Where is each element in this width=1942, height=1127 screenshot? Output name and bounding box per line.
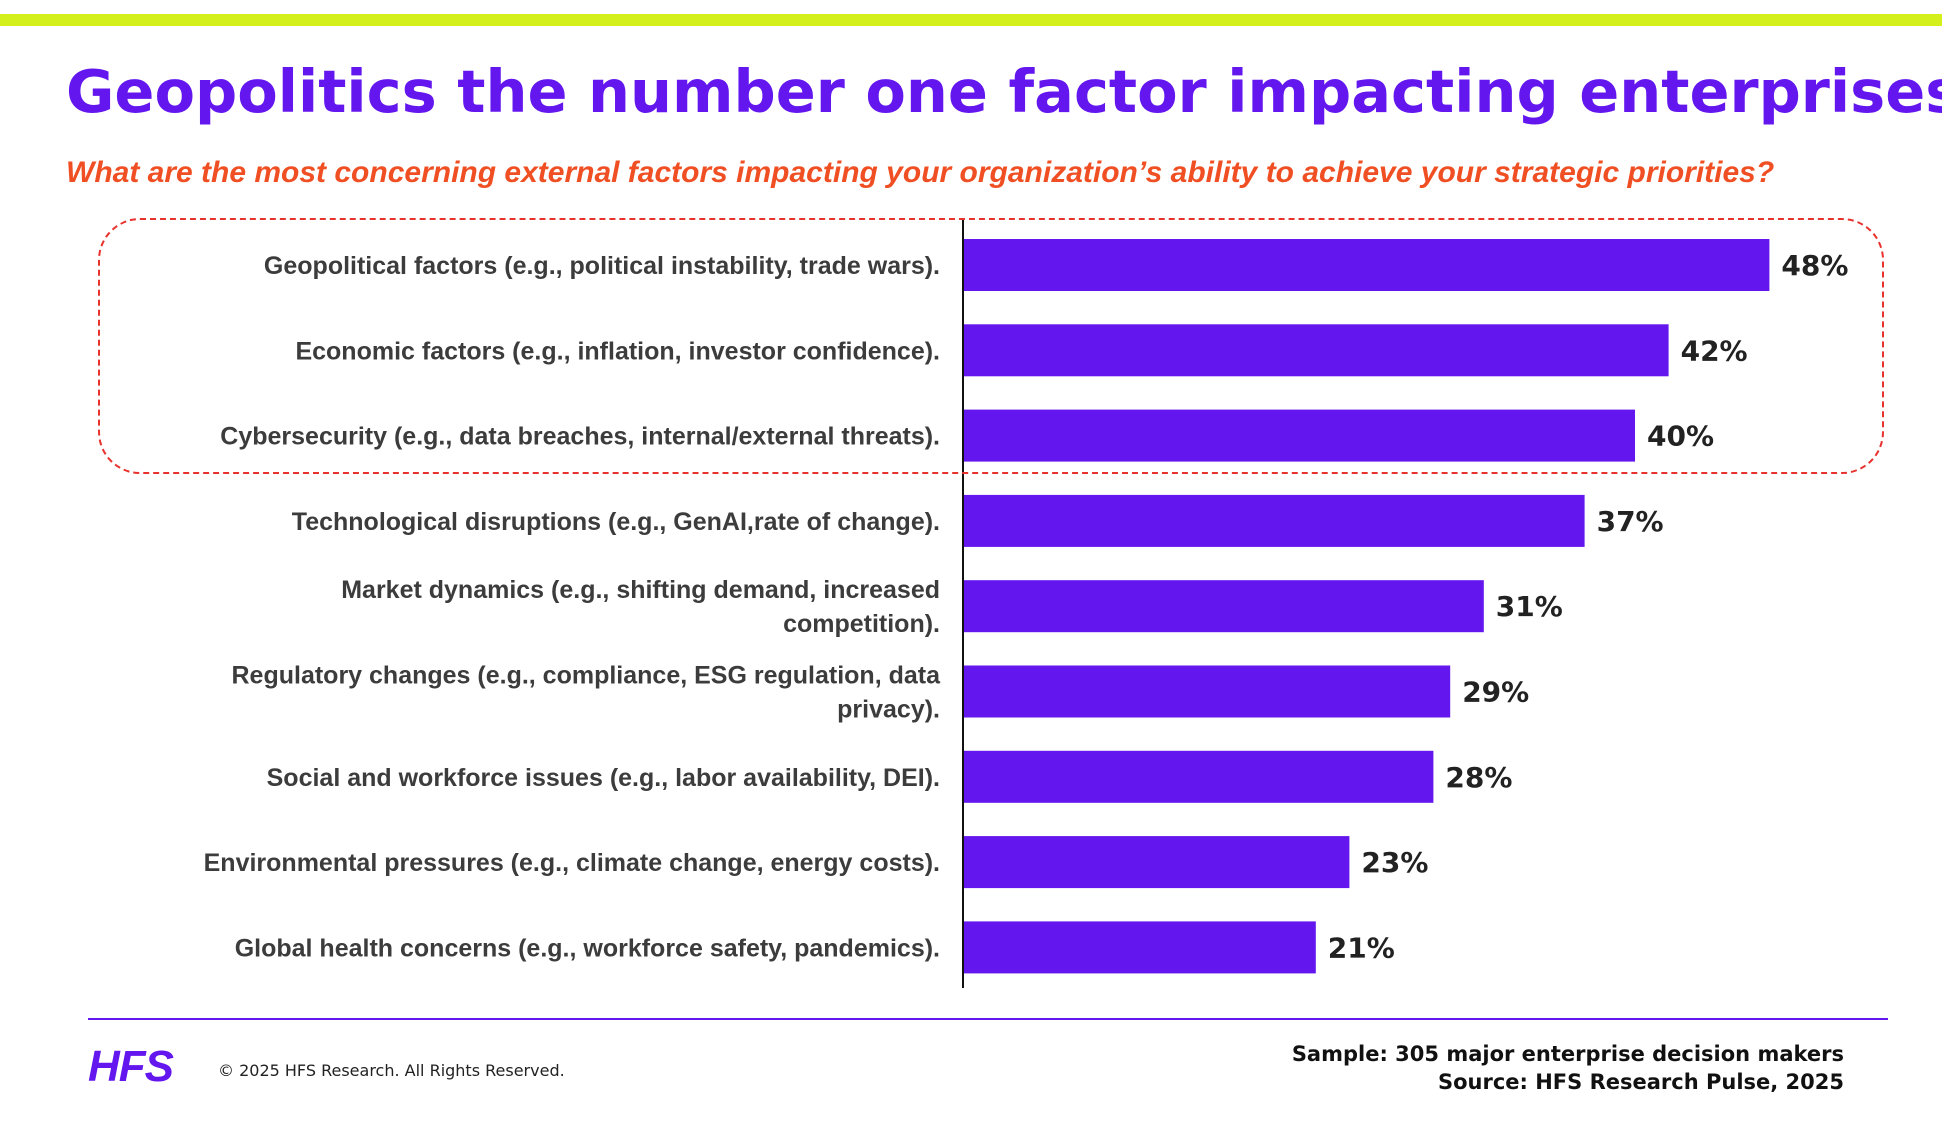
bar-8 <box>963 836 1350 889</box>
top-three-highlight-outline <box>98 218 1884 474</box>
top-accent-bar <box>0 14 1942 26</box>
bar-6 <box>963 665 1451 718</box>
value-label-2: 42% <box>1681 334 1748 367</box>
category-label-5-line-1: Market dynamics (e.g., shifting demand, … <box>341 576 940 604</box>
bar-5 <box>963 580 1484 633</box>
category-label-7: Social and workforce issues (e.g., labor… <box>267 764 940 792</box>
source-note: Source: HFS Research Pulse, 2025 <box>1437 1070 1844 1094</box>
value-label-1: 48% <box>1781 249 1848 282</box>
value-label-9: 21% <box>1328 931 1395 964</box>
value-label-4: 37% <box>1597 505 1664 538</box>
category-label-5-line-2: competition). <box>783 610 940 638</box>
value-label-6: 29% <box>1462 676 1529 709</box>
slide-subtitle: What are the most concerning external fa… <box>66 156 1775 189</box>
value-label-3: 40% <box>1647 420 1714 453</box>
bar-chart: Geopolitical factors (e.g., political in… <box>204 220 1849 988</box>
bar-3 <box>963 409 1635 462</box>
source-notes: Sample: 305 major enterprise decision ma… <box>1292 1040 1844 1096</box>
value-label-7: 28% <box>1445 761 1512 794</box>
bar-4 <box>963 494 1585 547</box>
bars-group <box>963 239 1770 974</box>
copyright-text: © 2025 HFS Research. All Rights Reserved… <box>218 1061 565 1080</box>
sample-note: Sample: 305 major enterprise decision ma… <box>1291 1042 1844 1066</box>
category-labels-group: Geopolitical factors (e.g., political in… <box>204 252 941 962</box>
bar-9 <box>963 921 1316 974</box>
value-label-8: 23% <box>1361 846 1428 879</box>
category-label-6-line-2: privacy). <box>837 696 940 724</box>
category-label-8: Environmental pressures (e.g., climate c… <box>204 849 940 877</box>
bar-7 <box>963 750 1434 803</box>
hfs-logo: HFS <box>88 1042 174 1091</box>
category-label-6-line-1: Regulatory changes (e.g., compliance, ES… <box>232 662 942 690</box>
category-label-9: Global health concerns (e.g., workforce … <box>235 934 940 962</box>
category-label-4: Technological disruptions (e.g., GenAI,r… <box>292 508 940 536</box>
slide-title: Geopolitics the number one factor impact… <box>66 57 1942 126</box>
category-label-1: Geopolitical factors (e.g., political in… <box>264 252 940 280</box>
value-label-5: 31% <box>1496 590 1563 623</box>
category-label-3: Cybersecurity (e.g., data breaches, inte… <box>220 423 940 451</box>
bar-2 <box>963 324 1669 377</box>
value-labels-group: 48% 42% 40% 37% 31% 29% 28% 23% 21% <box>1328 249 1849 964</box>
bar-1 <box>963 239 1770 291</box>
footer-divider <box>88 1018 1888 1020</box>
category-label-2: Economic factors (e.g., inflation, inves… <box>295 337 940 365</box>
